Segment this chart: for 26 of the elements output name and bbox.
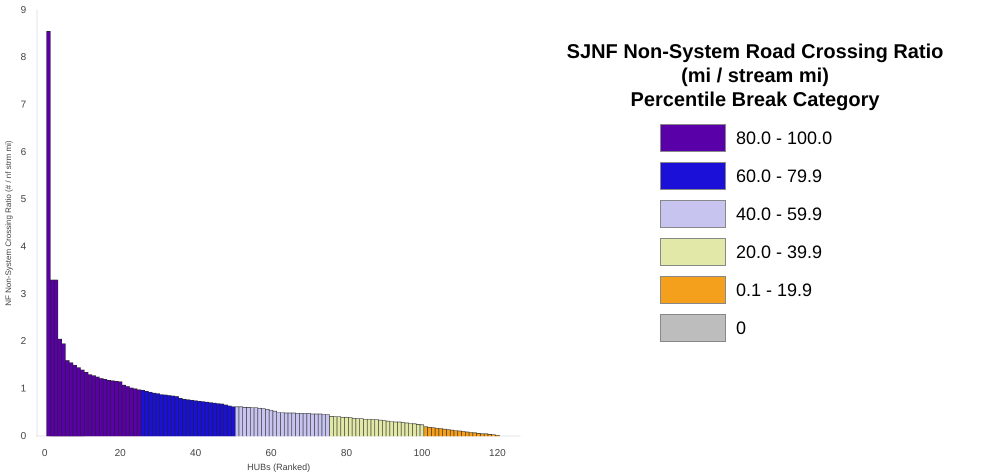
- legend-label: 20.0 - 39.9: [736, 242, 822, 262]
- legend-label: 0: [736, 318, 746, 338]
- x-tick-label: 40: [190, 448, 202, 459]
- x-tick-label: 80: [340, 448, 352, 459]
- y-tick-label: 2: [20, 336, 27, 348]
- y-tick-label: 0: [20, 430, 27, 442]
- legend-label: 0.1 - 19.9: [736, 280, 812, 300]
- y-tick-label: 4: [20, 242, 27, 253]
- legend-label: 60.0 - 79.9: [736, 166, 822, 186]
- y-tick-label: 6: [20, 146, 27, 158]
- legend-title: SJNF Non-System Road Crossing Ratio (mi / stream mi) Percentile Break Category: [566, 41, 944, 111]
- y-tick-label: 1: [20, 384, 27, 395]
- x-tick-label: 0: [42, 448, 48, 459]
- x-tick-label: 120: [489, 448, 506, 459]
- x-tick-label: 60: [265, 448, 278, 459]
- x-tick-label: 20: [114, 448, 126, 459]
- y-tick-label: 5: [20, 194, 27, 206]
- legend-label: 80.0 - 100.0: [736, 128, 832, 148]
- y-tick-label: 9: [20, 4, 27, 16]
- legend-label: 40.0 - 59.9: [736, 204, 822, 224]
- y-tick-label: 8: [20, 52, 27, 64]
- y-tick-label: 7: [20, 99, 27, 110]
- x-axis-title: HUBs (Ranked): [247, 462, 310, 472]
- y-tick-label: 3: [20, 288, 27, 300]
- y-axis-title: NF Non-System Crossing Ratio (# / nf strm mi): [4, 140, 14, 306]
- x-tick-label: 100: [414, 448, 431, 459]
